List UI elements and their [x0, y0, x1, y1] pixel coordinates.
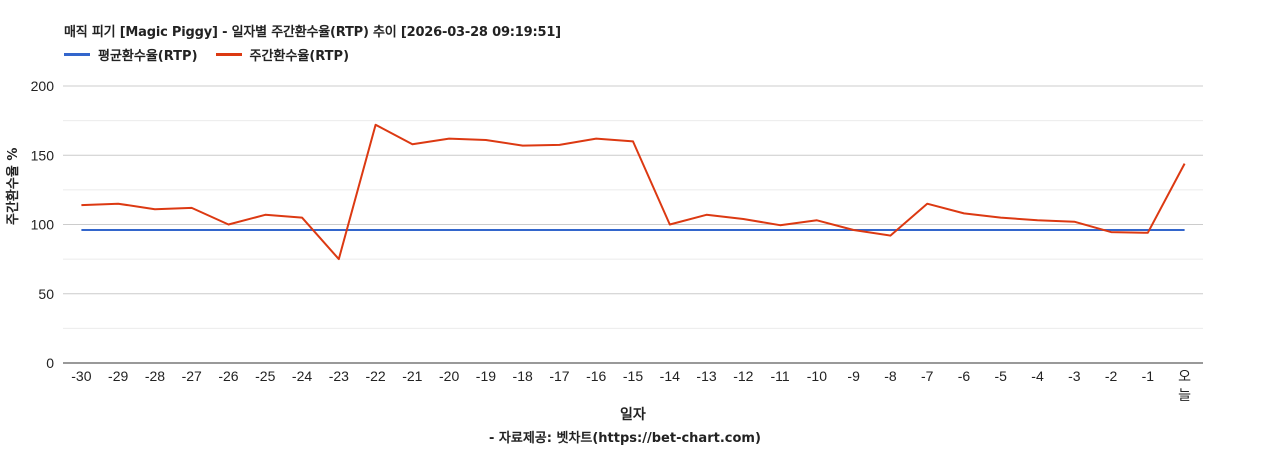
x-tick-label: -26: [218, 368, 238, 384]
x-tick-label: -25: [255, 368, 275, 384]
x-tick-label: -17: [549, 368, 569, 384]
x-tick-label: -3: [1068, 368, 1081, 384]
x-tick-label: -11: [770, 368, 789, 384]
y-tick-label: 100: [31, 217, 55, 233]
legend-item-average[interactable]: 평균환수율(RTP): [64, 45, 198, 64]
x-tick-label: -13: [696, 368, 716, 384]
x-tick-label: -9: [847, 368, 860, 384]
x-tick-label: -24: [292, 368, 312, 384]
x-axis-title: 일자: [620, 407, 646, 423]
x-tick-label: -19: [476, 368, 496, 384]
x-tick-label: -5: [995, 368, 1008, 384]
x-tick-label: -2: [1105, 368, 1118, 384]
x-tick-label: -7: [921, 368, 934, 384]
x-tick-label: -8: [884, 368, 897, 384]
x-tick-label: -22: [365, 368, 385, 384]
x-tick-label: -20: [439, 368, 459, 384]
y-tick-label: 0: [46, 355, 54, 371]
x-tick-label: -10: [807, 368, 827, 384]
legend-label-weekly: 주간환수율(RTP): [249, 49, 350, 64]
x-tick-label: -21: [402, 368, 422, 384]
x-tick-label: 오: [1178, 368, 1191, 384]
legend: 평균환수율(RTP) 주간환수율(RTP): [64, 45, 367, 64]
y-tick-label: 50: [38, 286, 54, 302]
x-tick-label: -12: [733, 368, 753, 384]
x-tick-label: -28: [145, 368, 165, 384]
x-tick-label: -1: [1142, 368, 1155, 384]
x-tick-label: -14: [660, 368, 680, 384]
x-tick-label: -16: [586, 368, 606, 384]
x-tick-label: -30: [71, 368, 91, 384]
legend-swatch-average: [64, 53, 90, 56]
x-tick-label: -4: [1031, 368, 1044, 384]
legend-item-weekly[interactable]: 주간환수율(RTP): [215, 45, 350, 64]
y-tick-label: 200: [31, 78, 55, 94]
source-credit: - 자료제공: 벳차트(https://bet-chart.com): [489, 431, 761, 446]
x-tick-label: -18: [513, 368, 533, 384]
x-tick-label: -6: [958, 368, 971, 384]
chart-title: 매직 피기 [Magic Piggy] - 일자별 주간환수율(RTP) 추이 …: [64, 25, 561, 40]
x-tick-label: -23: [329, 368, 349, 384]
y-tick-label: 150: [31, 147, 55, 163]
legend-label-average: 평균환수율(RTP): [98, 49, 198, 64]
legend-swatch-weekly: [215, 53, 242, 56]
series-line-weekly[interactable]: [81, 123, 1186, 261]
x-tick-label: -29: [108, 368, 128, 384]
x-tick-label: 늘: [1178, 387, 1191, 403]
x-tick-label: -27: [182, 368, 202, 384]
x-tick-label: -15: [623, 368, 643, 384]
